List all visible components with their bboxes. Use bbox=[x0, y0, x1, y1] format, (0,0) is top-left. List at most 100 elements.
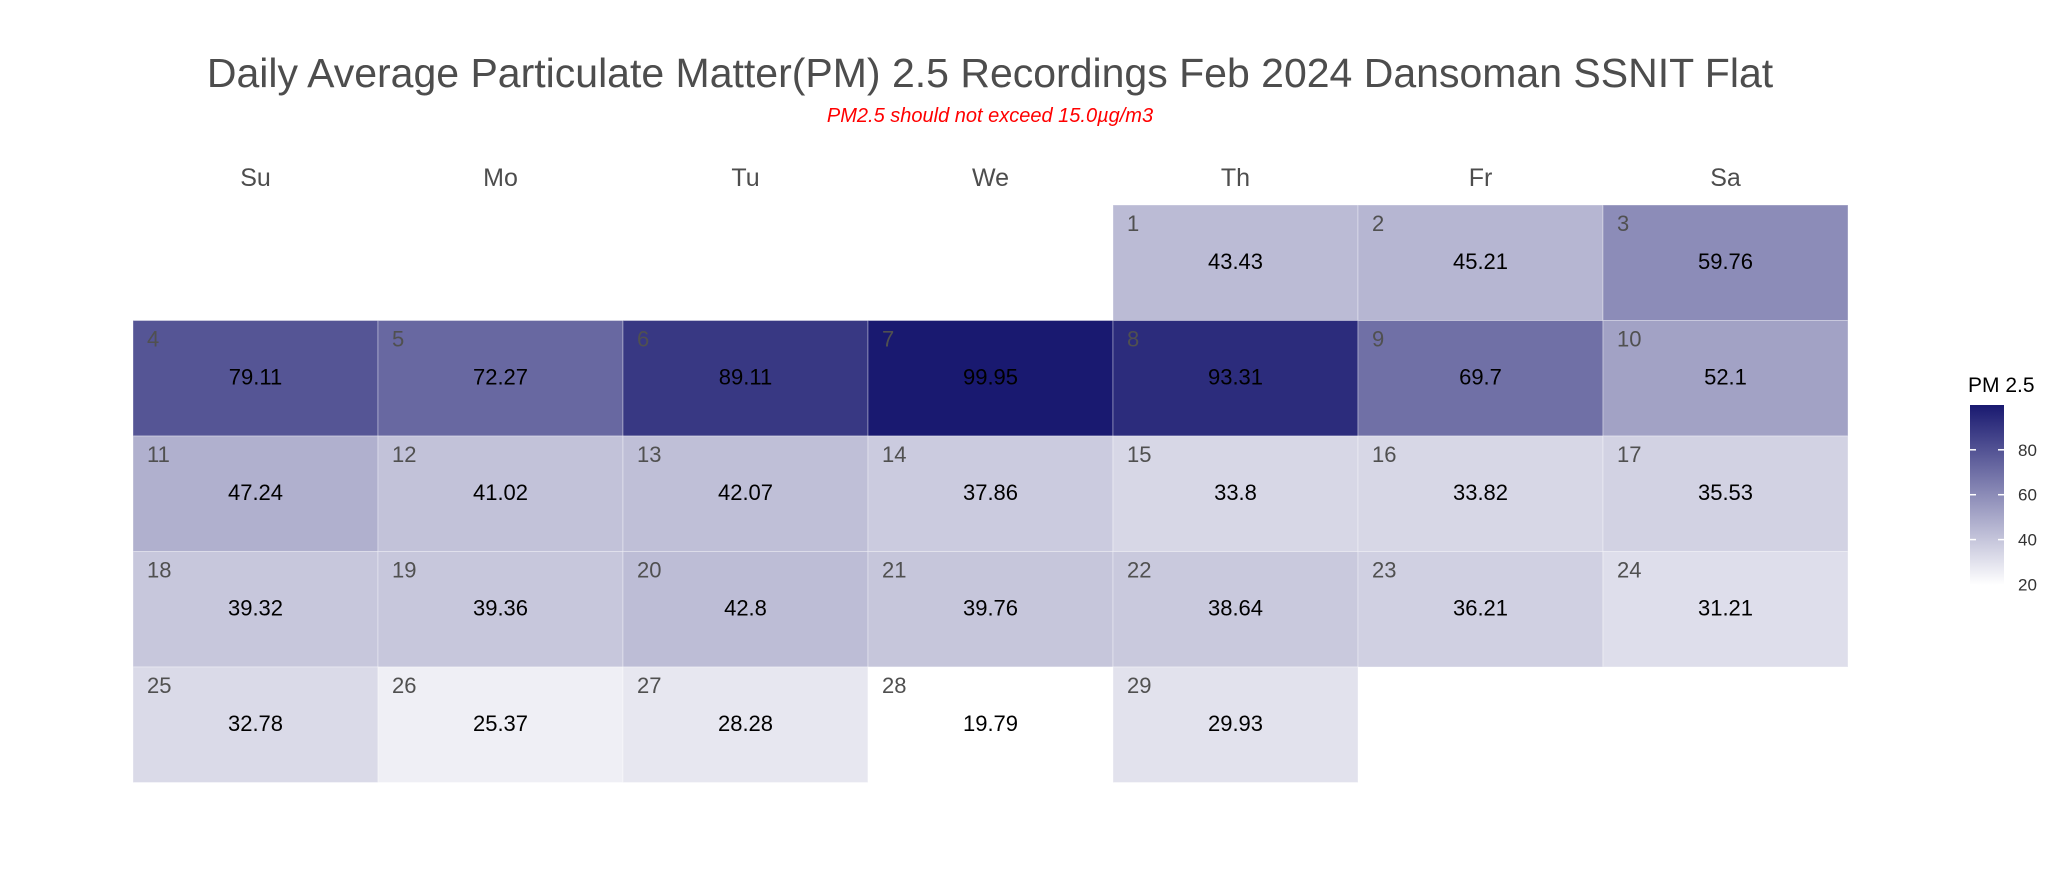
day-value-label: 29.93 bbox=[1208, 711, 1263, 736]
day-value-label: 28.28 bbox=[718, 711, 773, 736]
day-cell-fill bbox=[1112, 666, 1359, 783]
day-number: 2 bbox=[1372, 211, 1384, 236]
day-number: 5 bbox=[392, 327, 404, 352]
day-number: 13 bbox=[637, 442, 661, 467]
day-cell: 17 35.53 bbox=[1602, 435, 1849, 552]
day-value-label: 52.1 bbox=[1704, 365, 1747, 390]
day-cell: 689.11 bbox=[622, 320, 869, 437]
day-value-label: 33.82 bbox=[1453, 480, 1508, 505]
day-cell: 359.76 bbox=[1602, 204, 1849, 321]
day-cell-fill bbox=[132, 666, 379, 783]
day-cell-fill bbox=[622, 666, 869, 783]
day-number: 25 bbox=[147, 673, 171, 698]
day-cell-fill bbox=[1602, 551, 1849, 668]
chart-subtitle: PM2.5 should not exceed 15.0µg/m3 bbox=[826, 105, 1154, 127]
day-value-label: 42.8 bbox=[724, 596, 767, 621]
day-value-label: 39.76 bbox=[963, 596, 1018, 621]
day-cell: 23 36.21 bbox=[1357, 551, 1604, 668]
day-number: 29 bbox=[1127, 673, 1151, 698]
day-cell: 893.31 bbox=[1112, 320, 1359, 437]
day-value-label: 43.43 bbox=[1208, 249, 1263, 274]
day-cell: 799.95 bbox=[867, 320, 1114, 437]
day-cell: 14 37.86 bbox=[867, 435, 1114, 552]
day-value-label: 33.8 bbox=[1214, 480, 1257, 505]
weekday-label: Su bbox=[240, 164, 271, 192]
day-cell: 25 32.78 bbox=[132, 666, 379, 783]
day-value-label: 89.11 bbox=[719, 365, 772, 390]
day-cell: 572.27 bbox=[377, 320, 624, 437]
day-number: 11 bbox=[147, 442, 170, 467]
day-number: 21 bbox=[882, 558, 906, 583]
day-number: 18 bbox=[147, 558, 171, 583]
day-cell: 11 47.24 bbox=[132, 435, 379, 552]
day-cell-fill bbox=[1602, 320, 1849, 437]
day-number: 23 bbox=[1372, 558, 1396, 583]
day-cell-fill bbox=[867, 320, 1114, 437]
day-value-label: 19.79 bbox=[963, 711, 1018, 736]
legend-tick-label: 60 bbox=[2018, 486, 2037, 505]
day-cell: 22 38.64 bbox=[1112, 551, 1359, 668]
day-value-label: 36.21 bbox=[1453, 596, 1508, 621]
day-cell: 143.43 bbox=[1112, 204, 1359, 321]
day-number: 20 bbox=[637, 558, 661, 583]
day-number: 28 bbox=[882, 673, 906, 698]
day-number: 8 bbox=[1127, 327, 1139, 352]
day-cell: 13 42.07 bbox=[622, 435, 869, 552]
day-value-label: 99.95 bbox=[963, 365, 1018, 390]
day-cell: 27 28.28 bbox=[622, 666, 869, 783]
day-number: 22 bbox=[1127, 558, 1151, 583]
day-number: 27 bbox=[637, 673, 661, 698]
day-cell: 969.7 bbox=[1357, 320, 1604, 437]
day-cell: 479.11 bbox=[132, 320, 379, 437]
day-value-label: 42.07 bbox=[718, 480, 773, 505]
chart-title: Daily Average Particulate Matter(PM) 2.5… bbox=[206, 50, 1774, 96]
day-number: 7 bbox=[882, 327, 894, 352]
day-value-label: 59.76 bbox=[1698, 249, 1753, 274]
day-number: 24 bbox=[1617, 558, 1641, 583]
day-cell-fill bbox=[1357, 320, 1604, 437]
day-cell: 12 41.02 bbox=[377, 435, 624, 552]
day-cell: 16 33.82 bbox=[1357, 435, 1604, 552]
day-value-label: 93.31 bbox=[1208, 365, 1263, 390]
day-cell: 21 39.76 bbox=[867, 551, 1114, 668]
day-value-label: 41.02 bbox=[473, 480, 528, 505]
day-number: 6 bbox=[637, 327, 649, 352]
day-cell-fill bbox=[1112, 204, 1359, 321]
weekday-label: We bbox=[972, 164, 1009, 192]
day-cell-fill bbox=[1112, 551, 1359, 668]
day-number: 26 bbox=[392, 673, 416, 698]
day-value-label: 25.37 bbox=[473, 711, 528, 736]
legend-tick-label: 20 bbox=[2018, 576, 2037, 595]
day-value-label: 37.86 bbox=[963, 480, 1018, 505]
day-number: 17 bbox=[1617, 442, 1641, 467]
day-cell: 24 31.21 bbox=[1602, 551, 1849, 668]
day-number: 3 bbox=[1617, 211, 1629, 236]
day-value-label: 47.24 bbox=[228, 480, 283, 505]
day-cell: 18 39.32 bbox=[132, 551, 379, 668]
day-cell: 245.21 bbox=[1357, 204, 1604, 321]
day-cell-fill bbox=[1112, 435, 1359, 552]
day-value-label: 38.64 bbox=[1208, 596, 1263, 621]
day-value-label: 72.27 bbox=[473, 365, 528, 390]
day-cell-fill bbox=[377, 435, 624, 552]
weekday-label: Tu bbox=[731, 164, 759, 192]
day-number: 14 bbox=[882, 442, 906, 467]
day-cell: 15 33.8 bbox=[1112, 435, 1359, 552]
day-cell-fill bbox=[1112, 320, 1359, 437]
weekday-label: Mo bbox=[483, 164, 518, 192]
day-cell: 28 19.79 bbox=[867, 666, 1114, 783]
day-number: 10 bbox=[1617, 327, 1641, 352]
day-value-label: 39.32 bbox=[228, 596, 283, 621]
day-value-label: 31.21 bbox=[1698, 596, 1753, 621]
day-value-label: 32.78 bbox=[228, 711, 283, 736]
day-number: 16 bbox=[1372, 442, 1396, 467]
day-number: 12 bbox=[392, 442, 416, 467]
day-cell: 29 29.93 bbox=[1112, 666, 1359, 783]
day-number: 1 bbox=[1127, 211, 1139, 236]
day-value-label: 79.11 bbox=[229, 365, 282, 390]
weekday-label: Fr bbox=[1469, 164, 1493, 192]
weekday-label: Th bbox=[1221, 164, 1250, 192]
day-cell-fill bbox=[622, 551, 869, 668]
day-cell-fill bbox=[377, 666, 624, 783]
